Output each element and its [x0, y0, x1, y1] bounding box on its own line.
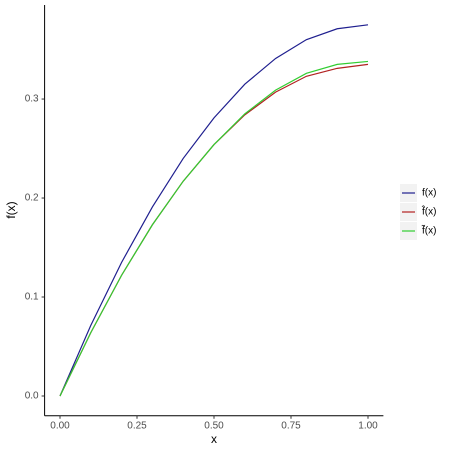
y-axis-label: f(x): [4, 201, 18, 218]
x-tick-label: 0.00: [50, 420, 70, 431]
y-tick-label: 0.0: [25, 391, 39, 402]
x-axis-label: x: [211, 432, 217, 446]
legend-label: f̃(x): [421, 224, 437, 237]
y-tick-label: 0.1: [25, 292, 39, 303]
y-tick-label: 0.3: [25, 94, 39, 105]
x-tick-label: 0.75: [281, 420, 301, 431]
line: [59, 63, 369, 397]
x-tick-label: 0.50: [204, 420, 224, 431]
legend-label: f̂(x): [421, 204, 436, 218]
legend-label: f(x): [422, 188, 436, 199]
y-tick-label: 0.2: [25, 193, 39, 204]
line: [59, 24, 369, 397]
x-tick-label: 1.00: [358, 420, 378, 431]
x-tick-label: 0.25: [127, 420, 147, 431]
line: [59, 60, 369, 397]
